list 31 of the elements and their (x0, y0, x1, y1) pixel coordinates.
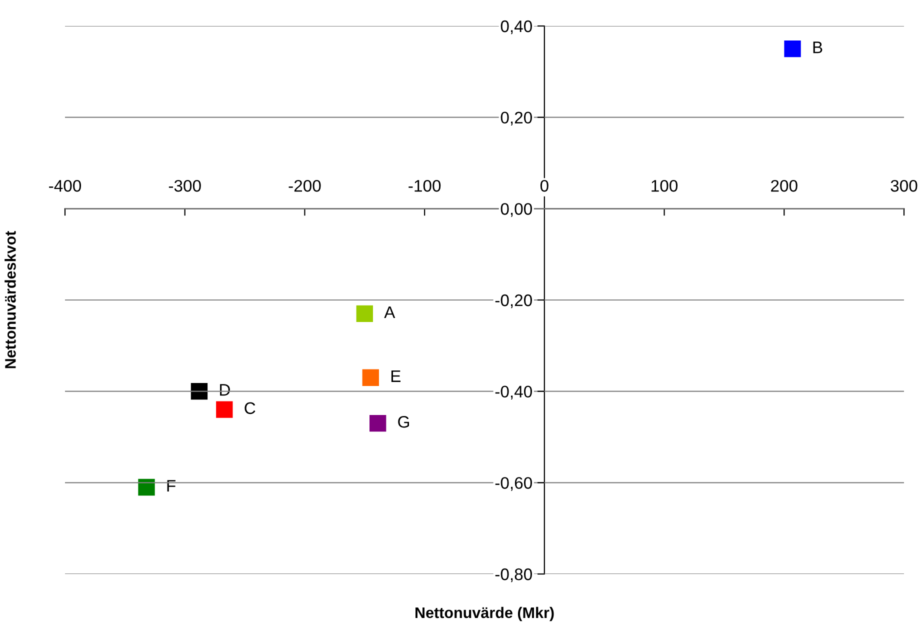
series-label: B (813, 42, 822, 54)
point (369, 414, 386, 432)
y-tick-label: -0,60 (495, 477, 532, 491)
x-tick-label: -300 (168, 180, 201, 192)
x-tick-label: 200 (771, 180, 798, 192)
point (362, 369, 379, 386)
point (784, 40, 801, 58)
y-tick-label: -0,80 (495, 568, 532, 582)
y-tick-label: 0,40 (500, 20, 532, 34)
series-label: G (398, 416, 409, 428)
series-label: C (244, 402, 256, 414)
x-axis-title: Nettonuvärde (Mkr) (415, 606, 554, 622)
series-label: E (391, 370, 400, 382)
point (216, 401, 233, 418)
x-tick-label: 100 (652, 180, 678, 192)
x-tick-label: -100 (408, 180, 441, 192)
point (138, 478, 155, 496)
series-label: F (167, 480, 176, 492)
series-label: A (384, 306, 396, 318)
x-tick-label: -400 (49, 180, 82, 192)
point (356, 305, 373, 322)
series-label: D (220, 384, 230, 396)
x-tick-label: 0 (540, 180, 548, 192)
y-tick-label: -0,40 (495, 386, 532, 400)
y-tick-label: 0,00 (500, 203, 532, 217)
point (190, 383, 208, 400)
x-tick-label: 300 (890, 180, 918, 192)
x-tick-label: -200 (288, 180, 321, 192)
y-tick-label: -0,20 (495, 294, 532, 308)
y-axis-title: Nettonuvärdeskvot (4, 230, 16, 368)
y-tick-label: 0,20 (500, 112, 532, 126)
